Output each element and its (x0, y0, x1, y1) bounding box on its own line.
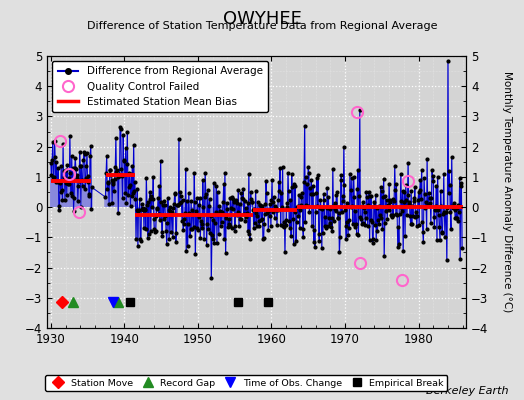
Y-axis label: Monthly Temperature Anomaly Difference (°C): Monthly Temperature Anomaly Difference (… (503, 71, 512, 313)
Text: OWYHEE: OWYHEE (223, 10, 301, 28)
Legend: Station Move, Record Gap, Time of Obs. Change, Empirical Break: Station Move, Record Gap, Time of Obs. C… (45, 375, 447, 391)
Text: Difference of Station Temperature Data from Regional Average: Difference of Station Temperature Data f… (87, 21, 437, 31)
Legend: Difference from Regional Average, Quality Control Failed, Estimated Station Mean: Difference from Regional Average, Qualit… (52, 61, 268, 112)
Text: Berkeley Earth: Berkeley Earth (426, 386, 508, 396)
